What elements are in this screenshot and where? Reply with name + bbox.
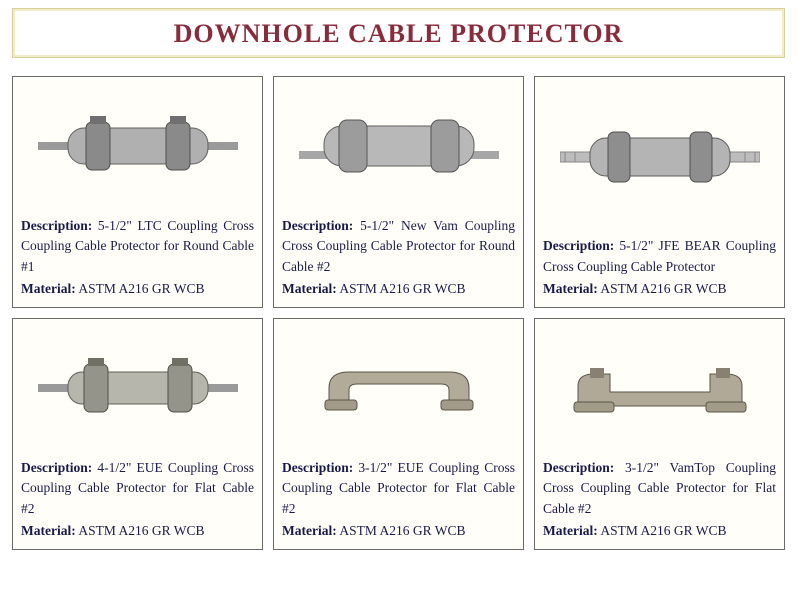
material-value: ASTM A216 GR WCB [78,523,204,538]
description-line: Description: 5-1/2" LTC Coupling Cross C… [21,216,254,277]
material-line: Material: ASTM A216 GR WCB [21,521,254,541]
material-line: Material: ASTM A216 GR WCB [282,279,515,299]
material-label: Material: [543,281,598,296]
protector-icon [560,116,760,196]
product-text: Description: 3-1/2" VamTop Coupling Cros… [543,458,776,541]
product-grid: Description: 5-1/2" LTC Coupling Cross C… [12,76,785,550]
description-line: Description: 3-1/2" VamTop Coupling Cros… [543,458,776,519]
material-label: Material: [282,281,337,296]
product-image [543,325,776,450]
product-card: Description: 3-1/2" EUE Coupling Cross C… [273,318,524,550]
product-image [21,325,254,450]
material-label: Material: [21,523,76,538]
product-text: Description: 5-1/2" New Vam Coupling Cro… [282,216,515,299]
material-line: Material: ASTM A216 GR WCB [543,521,776,541]
material-value: ASTM A216 GR WCB [78,281,204,296]
product-text: Description: 4-1/2" EUE Coupling Cross C… [21,458,254,541]
protector-icon [299,348,499,428]
product-card: Description: 5-1/2" New Vam Coupling Cro… [273,76,524,308]
description-label: Description: [543,238,614,253]
description-label: Description: [282,460,353,475]
title-bar: DOWNHOLE CABLE PROTECTOR [12,8,785,58]
product-card: Description: 3-1/2" VamTop Coupling Cros… [534,318,785,550]
title-inner: DOWNHOLE CABLE PROTECTOR [15,11,782,55]
description-label: Description: [543,460,614,475]
protector-icon [299,106,499,186]
material-value: ASTM A216 GR WCB [600,523,726,538]
description-label: Description: [282,218,353,233]
product-image [21,83,254,208]
product-card: Description: 5-1/2" LTC Coupling Cross C… [12,76,263,308]
material-value: ASTM A216 GR WCB [339,523,465,538]
description-line: Description: 3-1/2" EUE Coupling Cross C… [282,458,515,519]
product-card: Description: 5-1/2" JFE BEAR Coupling Cr… [534,76,785,308]
page: DOWNHOLE CABLE PROTECTOR Description: 5-… [0,0,797,558]
material-line: Material: ASTM A216 GR WCB [21,279,254,299]
material-line: Material: ASTM A216 GR WCB [282,521,515,541]
product-image [543,83,776,228]
product-text: Description: 5-1/2" JFE BEAR Coupling Cr… [543,236,776,299]
material-label: Material: [21,281,76,296]
material-value: ASTM A216 GR WCB [339,281,465,296]
description-line: Description: 4-1/2" EUE Coupling Cross C… [21,458,254,519]
product-text: Description: 3-1/2" EUE Coupling Cross C… [282,458,515,541]
protector-icon [38,348,238,428]
material-value: ASTM A216 GR WCB [600,281,726,296]
product-card: Description: 4-1/2" EUE Coupling Cross C… [12,318,263,550]
material-label: Material: [282,523,337,538]
product-image [282,325,515,450]
material-line: Material: ASTM A216 GR WCB [543,279,776,299]
product-text: Description: 5-1/2" LTC Coupling Cross C… [21,216,254,299]
material-label: Material: [543,523,598,538]
description-label: Description: [21,218,92,233]
protector-icon [560,348,760,428]
protector-icon [38,106,238,186]
page-title: DOWNHOLE CABLE PROTECTOR [174,19,624,48]
product-image [282,83,515,208]
description-label: Description: [21,460,92,475]
description-line: Description: 5-1/2" JFE BEAR Coupling Cr… [543,236,776,277]
description-line: Description: 5-1/2" New Vam Coupling Cro… [282,216,515,277]
